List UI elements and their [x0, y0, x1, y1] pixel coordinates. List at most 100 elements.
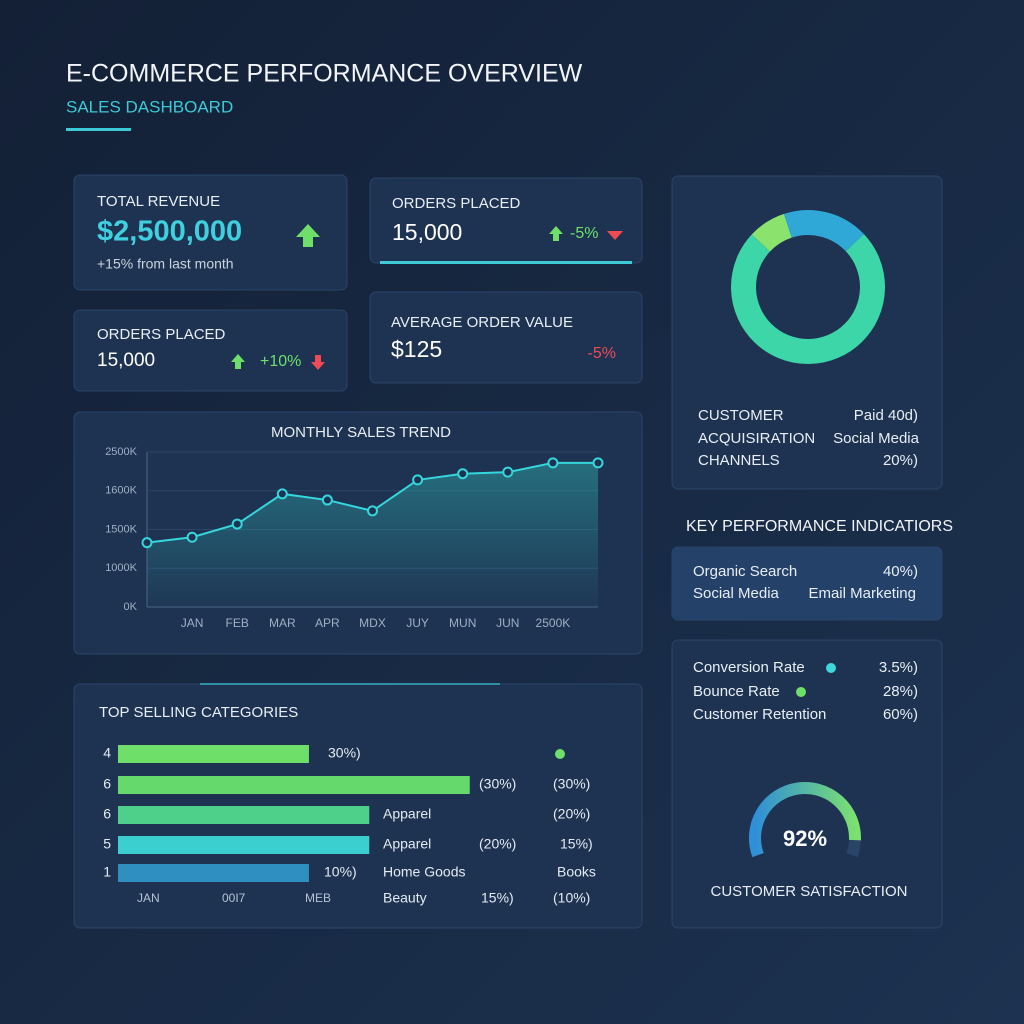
donut-segment	[731, 234, 885, 364]
donut-title: CHANNELS	[698, 452, 780, 469]
annotation: JAN	[137, 891, 160, 905]
kpi-text: Social Media	[693, 585, 780, 602]
point	[592, 457, 604, 469]
x-tick-label: JUN	[496, 616, 519, 630]
bar	[118, 776, 470, 794]
kpi-text: 40%)	[883, 563, 918, 580]
donut-segment	[783, 210, 864, 252]
category-label: 5	[103, 836, 111, 852]
point	[502, 466, 514, 478]
point	[457, 468, 469, 480]
annotation: 30%)	[328, 745, 361, 761]
annotation: (20%)	[553, 806, 590, 822]
metric-value: 3.5%)	[879, 659, 918, 676]
underline	[66, 128, 131, 131]
chart-title: MONTHLY SALES TREND	[271, 424, 451, 441]
x-tick-label: MAR	[269, 616, 296, 630]
card-label: ORDERS PLACED	[97, 326, 226, 343]
gauge-arc	[749, 782, 861, 858]
x-tick-label: FEB	[226, 616, 249, 630]
card-value: 15,000	[97, 350, 155, 371]
annotation: Home Goods	[383, 864, 465, 880]
donut-title: ACQUISIRATION	[698, 430, 815, 447]
up-arrow	[231, 354, 245, 369]
area	[147, 462, 598, 607]
gauge-value: 92%	[783, 826, 827, 851]
kpi-text: Organic Search	[693, 563, 797, 580]
annotation: 00I7	[222, 891, 246, 905]
y-tick-label: 1000K	[105, 562, 137, 574]
annotation: (10%)	[553, 890, 590, 906]
gauge-label: CUSTOMER SATISFACTION	[711, 883, 908, 900]
card	[73, 309, 348, 392]
card-note: +15% from last month	[97, 256, 234, 272]
point	[547, 457, 559, 469]
point	[321, 494, 333, 506]
point	[141, 537, 153, 549]
card-change: +10%	[260, 353, 301, 370]
card-label: ORDERS PLACED	[392, 195, 521, 212]
annotation: (20%)	[479, 836, 516, 852]
annotation: 10%)	[324, 864, 357, 880]
annotation: MEB	[305, 891, 331, 905]
subtitle: SALES DASHBOARD	[66, 97, 233, 116]
x-tick-label: APR	[315, 616, 340, 630]
point	[276, 488, 288, 500]
card-value: 15,000	[392, 219, 462, 245]
metric-value: 28%)	[883, 683, 918, 700]
donut-title: CUSTOMER	[698, 407, 784, 424]
annotation: Beauty	[383, 890, 427, 906]
annotation: (30%)	[479, 776, 516, 792]
legend-text: Paid 40d)	[854, 407, 918, 424]
x-tick-label: JAN	[181, 616, 204, 630]
dot	[796, 687, 806, 697]
x-tick-label: MUN	[449, 616, 476, 630]
metric-label: Bounce Rate	[693, 683, 780, 700]
card	[369, 291, 643, 384]
down-arrow	[311, 355, 325, 370]
card-value: $2,500,000	[97, 216, 242, 248]
metric-value: 60%)	[883, 706, 918, 723]
y-tick-label: 1500K	[105, 523, 137, 535]
chart-title: TOP SELLING CATEGORIES	[99, 704, 298, 721]
card-label: AVERAGE ORDER VALUE	[391, 314, 573, 331]
y-tick-label: 0K	[124, 601, 138, 613]
annotation: 15%)	[560, 836, 593, 852]
x-tick-label: JUY	[406, 616, 429, 630]
bar	[118, 864, 309, 882]
panel-glow	[200, 683, 500, 685]
point	[367, 505, 378, 517]
y-tick-label: 2500K	[105, 446, 137, 458]
point	[412, 474, 424, 486]
card-value: $125	[391, 336, 442, 362]
category-label: 6	[103, 806, 111, 822]
metric-label: Customer Retention	[693, 706, 826, 723]
category-label: 4	[103, 745, 111, 761]
x-tick-label: 2500K	[536, 616, 571, 630]
dot	[555, 749, 565, 759]
point	[231, 518, 243, 530]
donut-segment	[751, 213, 793, 252]
metric-label: Conversion Rate	[693, 659, 805, 676]
category-label: 6	[103, 776, 111, 792]
annotation: 15%)	[481, 890, 514, 906]
kpi-text: Email Marketing	[808, 585, 916, 602]
card-label: TOTAL REVENUE	[97, 193, 220, 210]
kpi-title: KEY PERFORMANCE INDICATIORS	[686, 518, 953, 535]
kpi-box	[671, 546, 943, 621]
card-change: -5%	[588, 345, 616, 362]
legend-text: 20%)	[883, 452, 918, 469]
down-arrow	[607, 231, 623, 240]
x-tick-label: MDX	[359, 616, 386, 630]
point	[186, 531, 198, 543]
title: E-COMMERCE PERFORMANCE OVERVIEW	[66, 60, 583, 88]
annotation: Books	[557, 864, 596, 880]
y-tick-label: 1600K	[105, 485, 137, 497]
up-arrow	[549, 226, 563, 241]
annotation: Apparel	[383, 806, 431, 822]
dot	[826, 663, 836, 673]
annotation: Apparel	[383, 836, 431, 852]
card-change: -5%	[570, 225, 598, 242]
card-accent	[380, 261, 632, 264]
